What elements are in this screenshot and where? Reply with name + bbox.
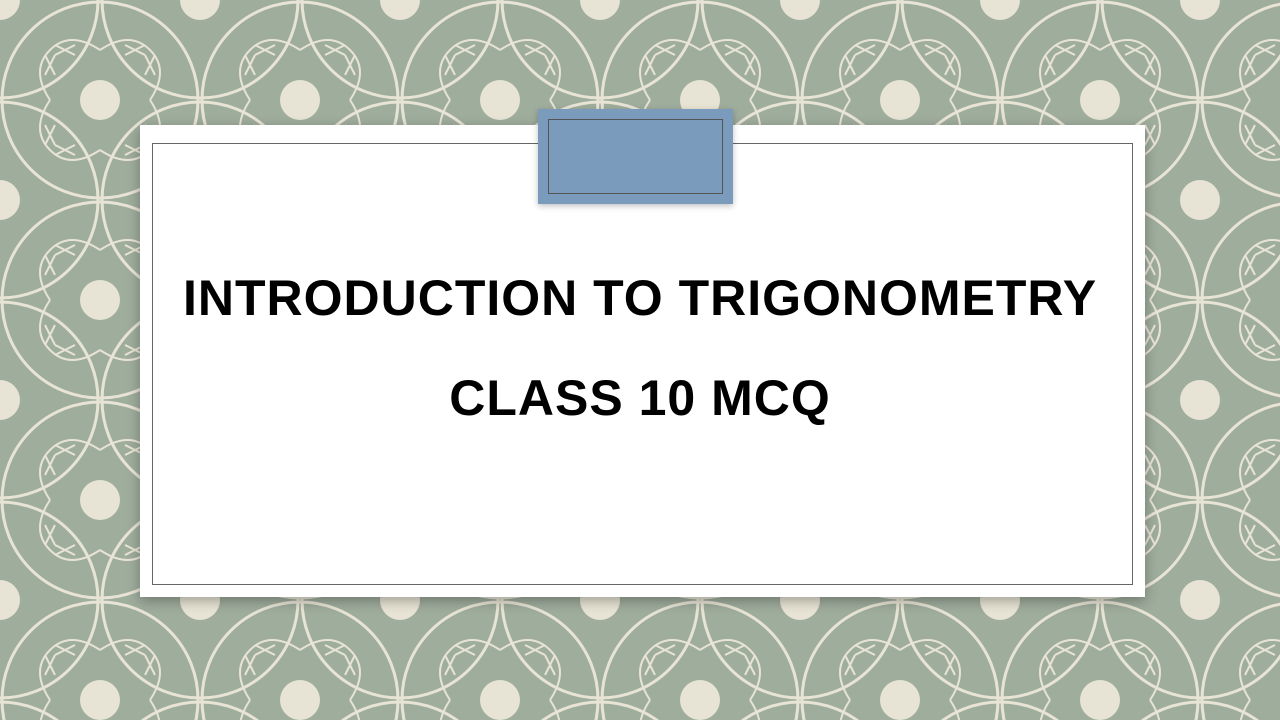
tab-inner-border (548, 119, 723, 194)
title-container: INTRODUCTION TO TRIGONOMETRY CLASS 10 MC… (165, 248, 1115, 448)
slide-title: INTRODUCTION TO TRIGONOMETRY CLASS 10 MC… (165, 248, 1115, 448)
tab-accent (538, 109, 733, 204)
